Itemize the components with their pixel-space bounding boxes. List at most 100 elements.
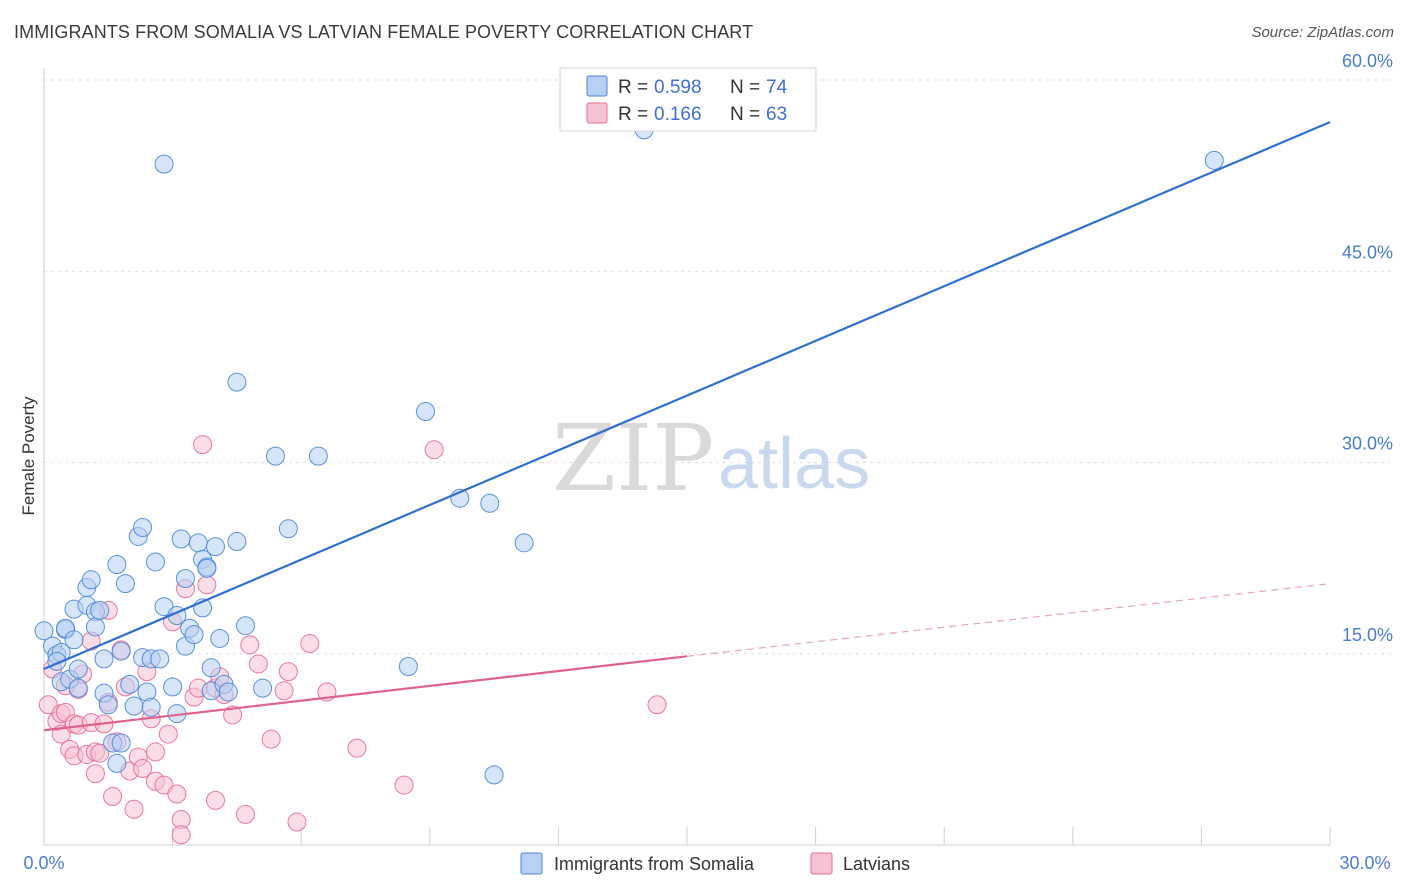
somalia-point-62 <box>265 446 285 466</box>
bottom-legend-swatch-latvians <box>810 852 833 875</box>
somalia-point-36 <box>150 649 170 669</box>
y-tick-label-30: 30.0% <box>1342 434 1393 454</box>
x-tick-label-max: 30.0% <box>1339 853 1390 873</box>
somalia-point-55 <box>210 628 230 648</box>
somalia-point-30 <box>133 518 153 538</box>
somalia-point-22 <box>107 555 127 574</box>
somalia-point-25 <box>111 733 131 753</box>
latvians-point-37 <box>167 784 187 804</box>
somalia-point-47 <box>188 533 208 553</box>
legend-n-label-latvians: N = <box>730 104 760 125</box>
somalia-point-68 <box>480 493 500 513</box>
somalia-point-10 <box>68 678 88 698</box>
somalia-point-51 <box>197 558 217 578</box>
legend-n-label-somalia: N = <box>730 77 760 98</box>
y-tick-label-60: 60.0% <box>1342 51 1393 71</box>
latvians-point-60 <box>394 775 414 795</box>
y-axis-label: Female Poverty <box>19 396 38 516</box>
x-tick-label-min: 0.0% <box>23 853 64 873</box>
watermark-atlas: atlas <box>718 424 870 504</box>
latvians-point-49 <box>223 705 243 725</box>
somalia-point-28 <box>124 696 144 716</box>
somalia-point-59 <box>227 372 247 392</box>
somalia-point-8 <box>64 630 84 650</box>
watermark: ZIP atlas <box>552 405 870 512</box>
series-latvians <box>38 435 667 845</box>
latvians-point-43 <box>193 435 213 455</box>
latvians-point-62 <box>647 695 667 715</box>
somalia-point-61 <box>253 678 273 698</box>
latvians-point-35 <box>158 724 178 744</box>
somalia-point-34 <box>141 697 161 717</box>
latvians-point-27 <box>124 799 144 819</box>
somalia-point-72 <box>1204 150 1224 170</box>
legend-r-value-latvians: 0.166 <box>654 104 702 125</box>
latvians-point-61 <box>424 440 444 460</box>
somalia-point-39 <box>163 677 183 697</box>
y-tick-label-15: 15.0% <box>1342 625 1393 645</box>
latvians-point-50 <box>235 804 255 824</box>
legend-r-label-latvians: R = <box>618 104 648 125</box>
somalia-point-26 <box>115 574 135 594</box>
somalia-point-69 <box>484 765 504 785</box>
latvians-point-44 <box>197 575 217 595</box>
latvians-point-17 <box>85 764 105 784</box>
somalia-point-60 <box>235 616 255 636</box>
latvians-point-57 <box>300 634 320 654</box>
latvians-point-53 <box>261 729 281 749</box>
grid-lines <box>44 79 1395 655</box>
y-tick-labels: 15.0% 30.0% 45.0% 60.0% <box>1342 51 1393 645</box>
somalia-point-27 <box>120 674 140 694</box>
chart-title: IMMIGRANTS FROM SOMALIA VS LATVIAN FEMAL… <box>14 22 754 42</box>
bottom-legend-label-latvians: Latvians <box>843 854 910 874</box>
latvians-point-32 <box>145 742 165 762</box>
legend-r-label-somalia: R = <box>618 77 648 98</box>
latvians-point-54 <box>274 681 294 701</box>
somalia-point-17 <box>90 600 110 620</box>
somalia-point-53 <box>201 658 221 678</box>
somalia-point-35 <box>145 552 165 572</box>
somalia-point-0 <box>34 621 54 641</box>
latvians-point-56 <box>287 812 307 832</box>
bottom-legend-label-somalia: Immigrants from Somalia <box>554 854 755 874</box>
legend-r-value-somalia: 0.598 <box>654 77 702 98</box>
somalia-point-20 <box>98 695 118 715</box>
somalia-point-23 <box>107 753 127 773</box>
somalia-point-42 <box>171 529 191 549</box>
trend-lines <box>43 121 1331 732</box>
x-ticks <box>172 827 1331 845</box>
somalia-point-18 <box>94 649 114 669</box>
watermark-zip: ZIP <box>552 405 714 512</box>
somalia-point-57 <box>218 682 238 702</box>
legend-n-value-latvians: 63 <box>766 104 787 125</box>
legend-swatch-somalia <box>586 75 608 97</box>
somalia-point-11 <box>68 659 88 679</box>
somalia-point-66 <box>416 402 436 421</box>
trend-line-latvians-extension <box>686 583 1331 657</box>
series-somalia <box>34 120 1224 785</box>
legend-swatch-latvians <box>586 102 608 124</box>
latvians-point-55 <box>278 662 298 682</box>
latvians-point-29 <box>133 759 153 778</box>
latvians-point-18 <box>90 743 110 763</box>
legend: R = 0.598 N = 74 R = 0.166 N = 63 <box>559 67 817 132</box>
trend-line-somalia <box>43 121 1331 671</box>
y-tick-label-45: 45.0% <box>1342 242 1393 262</box>
somalia-point-37 <box>154 154 174 174</box>
trend-line-latvians <box>43 655 688 732</box>
latvians-point-51 <box>240 635 260 655</box>
latvians-point-59 <box>347 738 367 758</box>
somalia-point-63 <box>278 519 298 539</box>
somalia-point-54 <box>205 537 225 557</box>
somalia-point-16 <box>85 617 105 637</box>
somalia-point-65 <box>398 657 418 676</box>
somalia-point-24 <box>111 641 131 661</box>
latvians-point-46 <box>205 790 225 810</box>
source-label: Source: ZipAtlas.com <box>1251 24 1394 41</box>
bottom-legend: Immigrants from Somalia Latvians <box>520 852 910 875</box>
somalia-point-70 <box>514 533 534 553</box>
latvians-point-52 <box>248 654 268 674</box>
somalia-point-14 <box>81 570 101 590</box>
somalia-point-44 <box>175 569 195 589</box>
